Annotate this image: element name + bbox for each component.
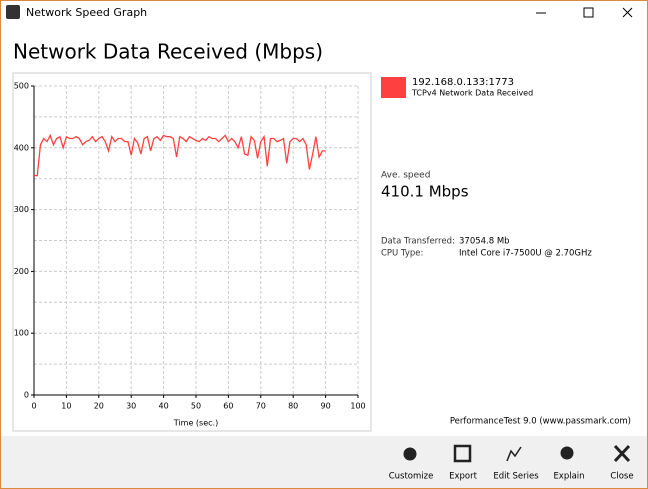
y-tick-label: 500	[14, 82, 29, 91]
y-tick-label: 300	[14, 205, 29, 214]
x-tick-label: 40	[159, 402, 169, 411]
x-tick-label: 10	[61, 402, 71, 411]
x-tick-label: 80	[288, 402, 298, 411]
icon-close	[613, 444, 631, 463]
icon-customize	[403, 447, 417, 461]
toolbar-button[interactable]: Edit Series	[493, 472, 539, 482]
toolbar-button[interactable]: Customize	[389, 472, 434, 482]
x-tick-label: 60	[223, 402, 233, 411]
info-value: Intel Core i7-7500U @ 2.70GHz	[459, 249, 592, 259]
toolbar-button[interactable]: Close	[610, 472, 633, 482]
footer: PerformanceTest 9.0 (www.passmark.com)	[450, 417, 631, 427]
toolbar-button[interactable]: Export	[449, 472, 477, 482]
legend-entry: 192.168.0.133:1773	[412, 77, 514, 88]
maximize[interactable]	[583, 7, 594, 18]
x-tick-label: 90	[321, 402, 331, 411]
toolbar-icons	[403, 444, 631, 463]
legend-subtitle: TCPv4 Network Data Received	[411, 89, 533, 98]
x-tick-label: 70	[256, 402, 266, 411]
y-tick-label: 400	[14, 143, 29, 152]
icon-explain	[560, 446, 574, 460]
window-title: Network Speed Graph	[26, 6, 147, 19]
app-icon	[6, 5, 20, 19]
icon-edit-series	[506, 446, 522, 462]
y-tick-label: 0	[24, 391, 29, 400]
chart-frame	[12, 72, 372, 432]
ave-label: Ave. speed	[381, 171, 430, 181]
icon-export	[453, 444, 472, 463]
info-value: 37054.8 Mb	[459, 237, 510, 247]
info-label: Data Transferred:	[381, 237, 455, 247]
toolbar	[1, 436, 647, 488]
x-tick-label: 0	[31, 402, 36, 411]
toolbar-button[interactable]: Explain	[553, 472, 584, 482]
x-tick-label: 30	[126, 402, 136, 411]
chart: 0 100 200 300 400 500 0 10 20 30 40 50 60 70 80 90 100 Ti…	[14, 82, 366, 428]
info-label: CPU Type:	[381, 249, 423, 259]
x-tick-label: 100	[350, 402, 365, 411]
y-tick-label: 100	[14, 329, 29, 338]
close-window[interactable]	[622, 7, 633, 18]
series-line	[34, 133, 326, 177]
x-axis-label: Time (sec.)	[173, 419, 218, 428]
y-tick-label: 200	[14, 267, 29, 276]
x-tick-label: 50	[191, 402, 201, 411]
ave-value: 410.1 Mbps	[381, 183, 469, 201]
x-tick-label: 20	[94, 402, 104, 411]
title-bar	[1, 1, 647, 24]
heading: Network Data Received (Mbps)	[13, 40, 323, 64]
legend-swatch	[381, 77, 406, 98]
